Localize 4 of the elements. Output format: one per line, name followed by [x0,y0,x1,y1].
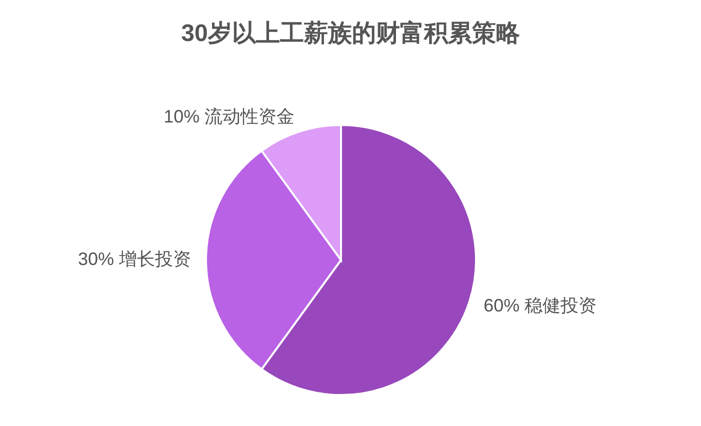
slice-label: 60% 稳健投资 [484,295,597,316]
slice-label: 10% 流动性资金 [164,106,295,126]
chart-title: 30岁以上工薪族的财富积累策略 [181,19,521,47]
slice-label: 30% 增长投资 [78,249,191,269]
